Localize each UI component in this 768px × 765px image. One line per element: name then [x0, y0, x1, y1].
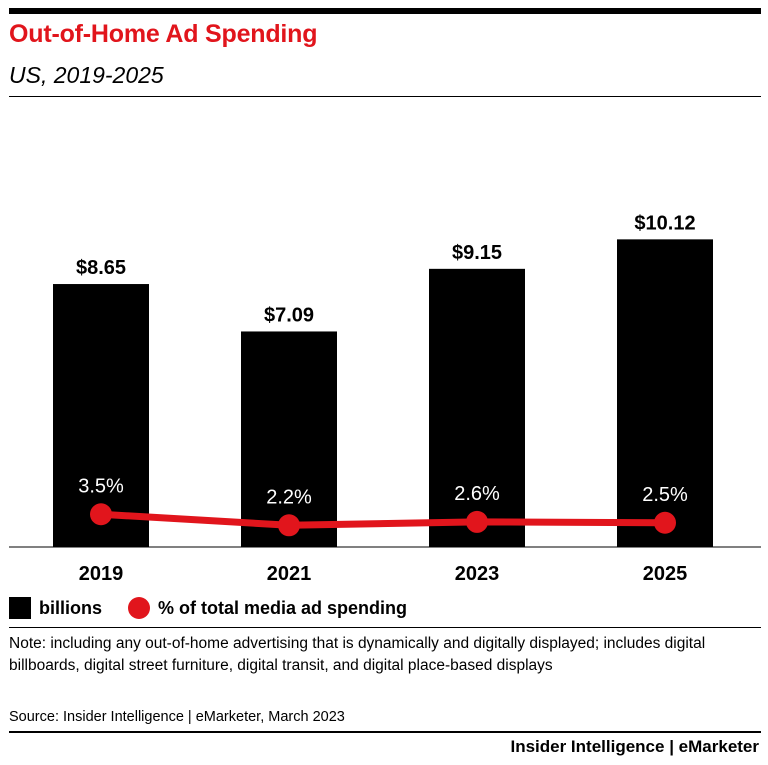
legend-line-swatch [128, 597, 150, 619]
legend-bar-label: billions [39, 597, 102, 618]
line-layer: 3.5% 2.2% 2.6% 2.5% [78, 475, 688, 537]
share-value-label-2025: 2.5% [642, 484, 688, 506]
legend: billions % of total media ad spending [9, 596, 407, 620]
bar-2025 [617, 239, 713, 548]
share-point-2025 [654, 511, 676, 534]
top-rule [9, 8, 761, 14]
legend-line-label: % of total media ad spending [158, 597, 408, 618]
share-point-2023 [466, 510, 488, 533]
bar-2021 [241, 331, 337, 547]
bar-value-label-2019: $8.65 [76, 257, 126, 279]
bar-value-label-2021: $7.09 [264, 304, 314, 326]
x-tick-2025: 2025 [643, 563, 688, 585]
footnote: Note: including any out-of-home advertis… [9, 635, 706, 674]
share-point-2021 [278, 514, 300, 537]
bar-2019 [53, 284, 149, 547]
x-tick-2019: 2019 [79, 563, 124, 585]
brand: Insider Intelligence | eMarketer [510, 737, 759, 757]
bottom-rule [9, 731, 761, 733]
brand-separator: | [664, 737, 679, 756]
legend-rule [9, 627, 761, 628]
share-point-2019 [90, 503, 112, 526]
bar-value-label-2023: $9.15 [452, 242, 502, 264]
chart-title: Out-of-Home Ad Spending [9, 20, 318, 48]
share-value-label-2019: 3.5% [78, 475, 124, 497]
bar-value-label-2025: $10.12 [634, 212, 695, 234]
share-line [100, 510, 666, 529]
chart-subtitle: US, 2019-2025 [9, 62, 164, 88]
brand-emarketer: eMarketer [678, 737, 759, 756]
share-value-label-2021: 2.2% [266, 486, 312, 508]
brand-insider-intelligence: Insider Intelligence [510, 737, 665, 756]
x-tick-2023: 2023 [455, 563, 500, 585]
x-tick-2021: 2021 [267, 563, 312, 585]
x-tick-labels: 2019 2021 2023 2025 [79, 563, 688, 585]
source-text: Source: Insider Intelligence | eMarketer… [9, 709, 345, 725]
bars-layer: $8.65 $7.09 $9.15 $10.12 [53, 212, 713, 548]
share-value-label-2023: 2.6% [454, 483, 500, 505]
subtitle-rule [9, 96, 761, 97]
legend-bar-swatch [9, 597, 31, 619]
chart: $8.65 $7.09 $9.15 $10.12 3.5% 2.2% 2.6% 2.5% 2… [9, 212, 761, 585]
bar-2023 [429, 268, 525, 547]
